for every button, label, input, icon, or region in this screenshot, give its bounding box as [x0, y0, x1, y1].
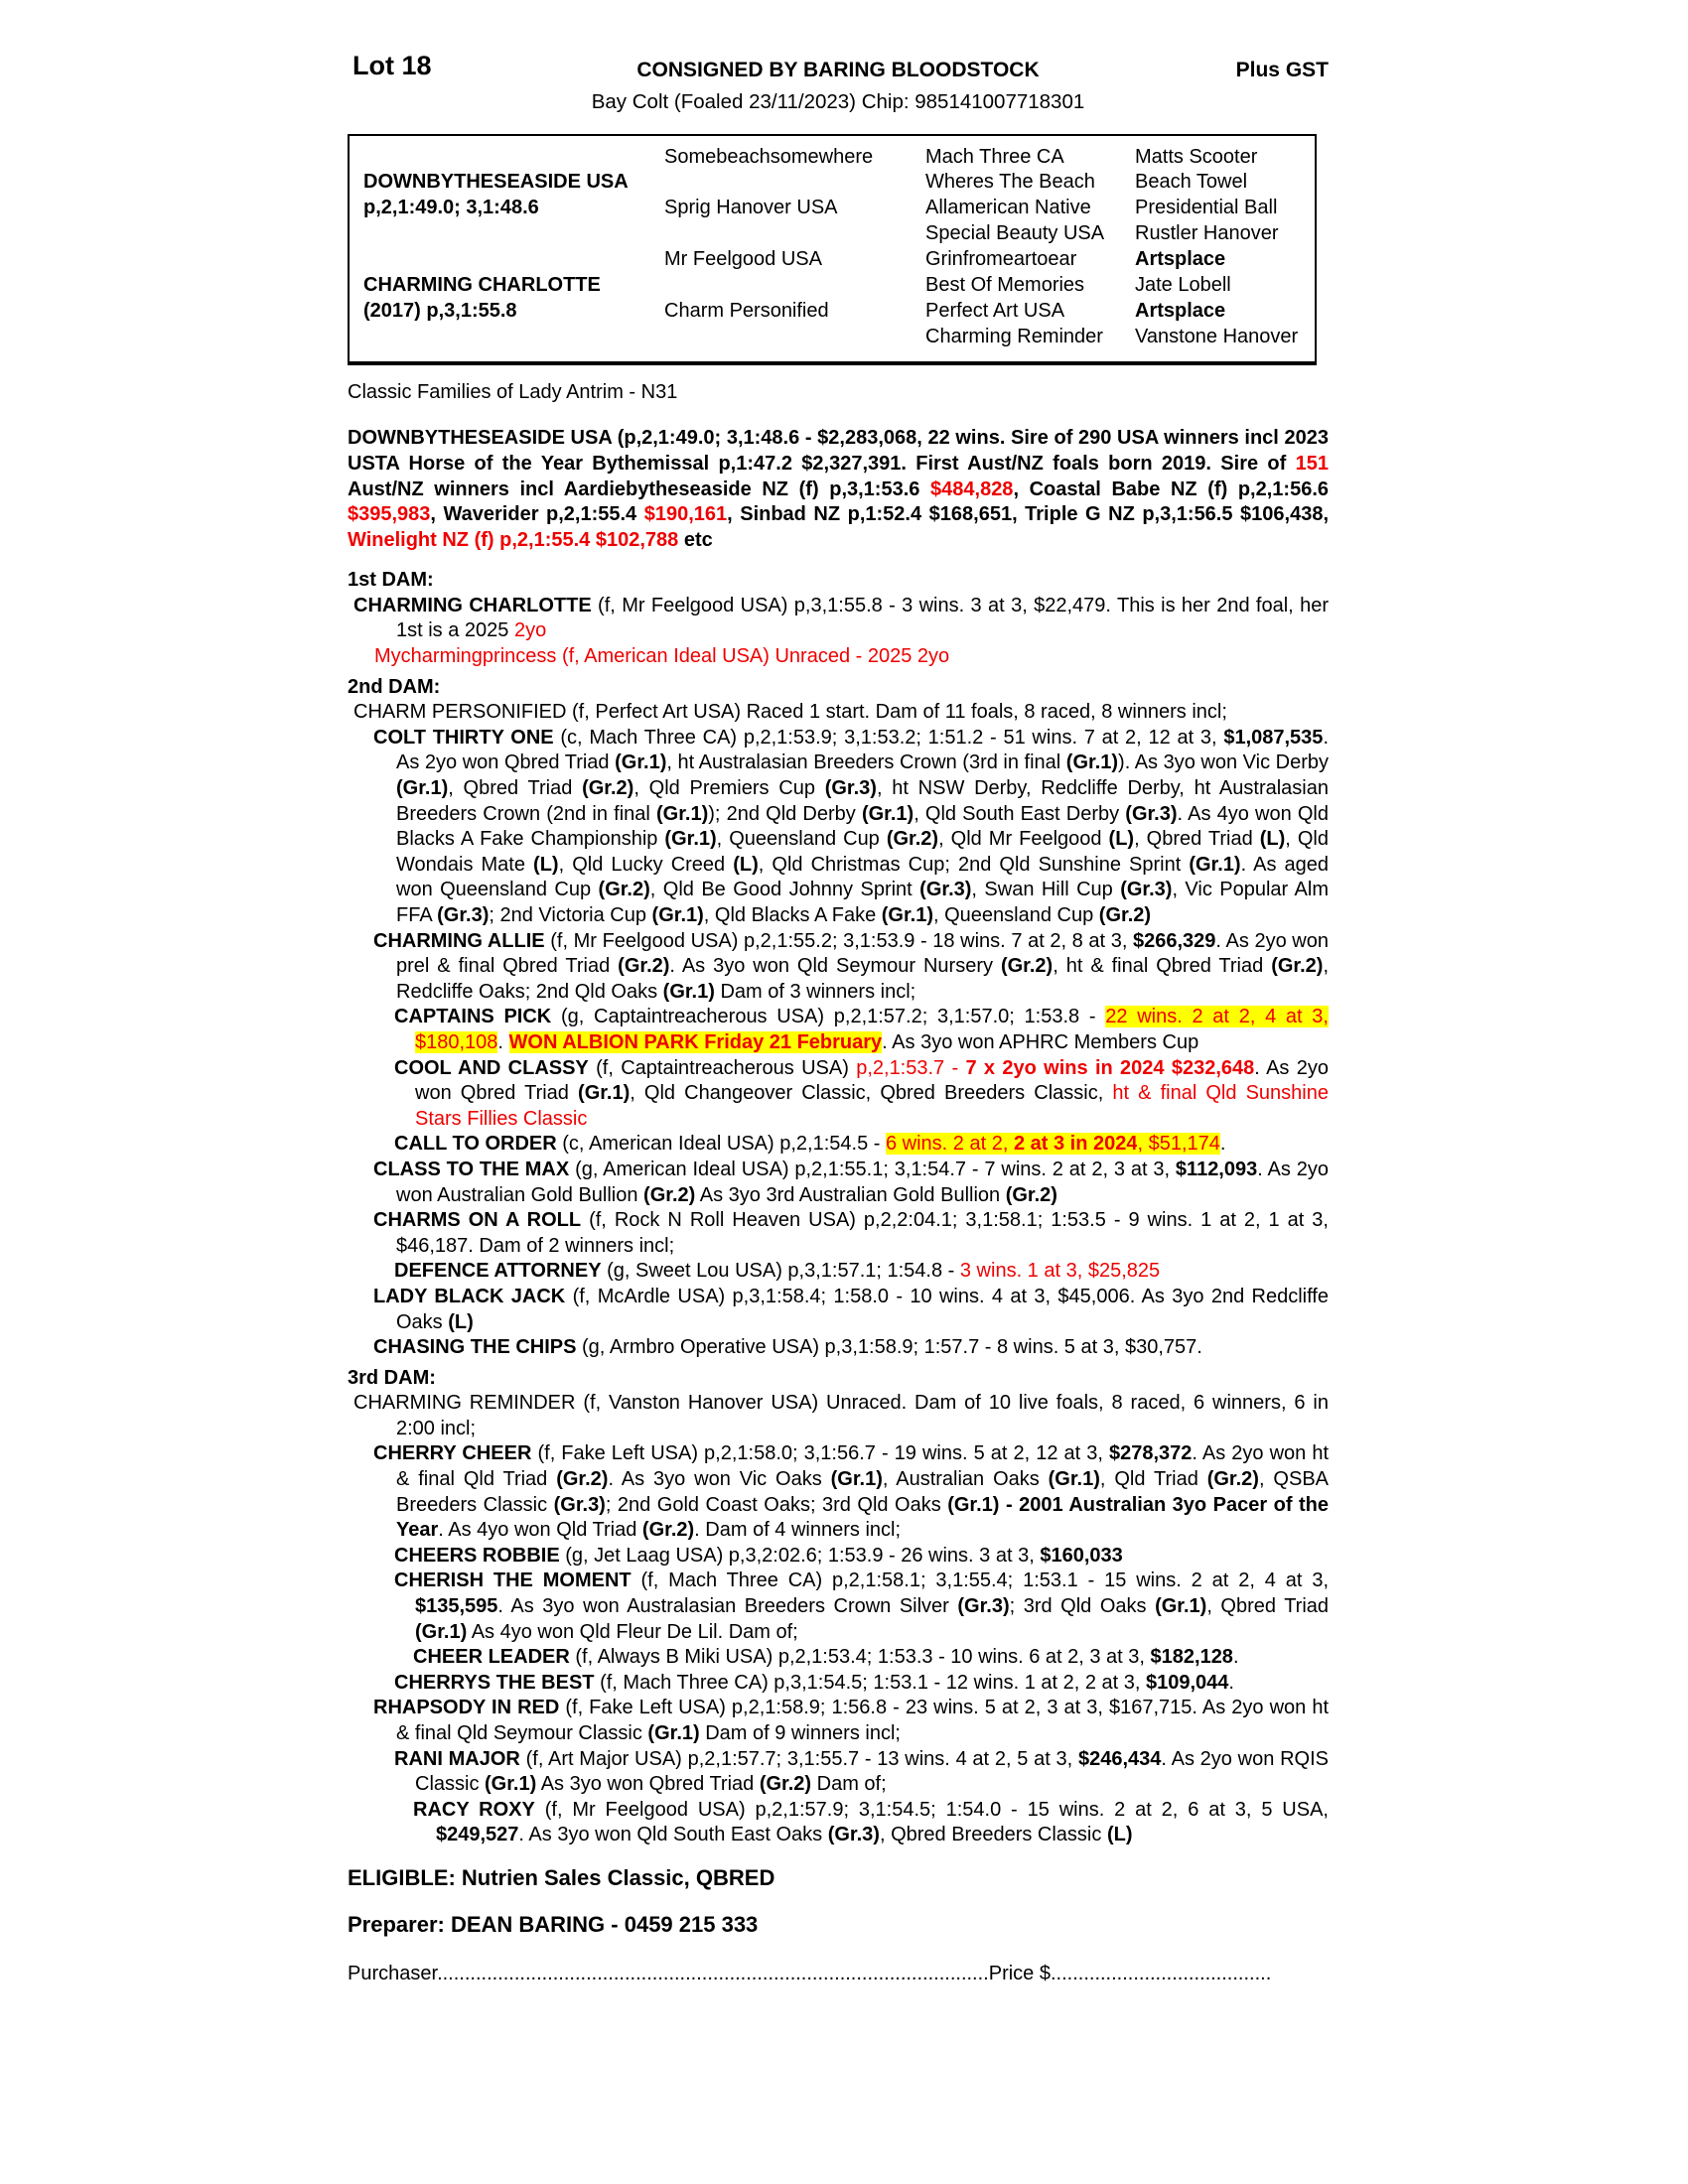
entry-cheer-leader: CHEER LEADER (f, Always B Miki USA) p,2,…: [413, 1646, 1239, 1669]
pedigree-table: Somebeachsomewhere Mach Three CA Matts S…: [348, 133, 1317, 365]
pedigree-ancestor: [664, 273, 925, 299]
pedigree-ancestor: [664, 170, 925, 196]
pedigree-cell: [363, 221, 664, 247]
pedigree-ancestor: Vanstone Hanover: [1135, 325, 1299, 347]
entry-chasing-the-chips: CHASING THE CHIPS (g, Armbro Operative U…: [373, 1336, 1202, 1359]
pedigree-ancestor: Perfect Art USA: [925, 299, 1065, 322]
pedigree-ancestor: Presidential Ball: [1135, 197, 1278, 219]
entry-cheers-robbie: CHEERS ROBBIE (g, Jet Laag USA) p,3,2:02…: [394, 1544, 1123, 1567]
entry-charms-on-a-roll: CHARMS ON A ROLL (f, Rock N Roll Heaven …: [373, 1209, 1329, 1257]
horse-description: Bay Colt (Foaled 23/11/2023) Chip: 98514…: [591, 90, 1085, 113]
pedigree-ancestor: Sprig Hanover USA: [664, 197, 838, 219]
sire-record: p,2,1:49.0; 3,1:48.6: [363, 197, 539, 219]
pedigree-ancestor: Special Beauty USA: [925, 222, 1105, 245]
sire-name: DOWNBYTHESEASIDE USA: [363, 171, 629, 194]
pedigree-ancestor: Allamerican Native: [925, 197, 1091, 219]
entry-class-to-the-max: CLASS TO THE MAX (g, American Ideal USA)…: [373, 1158, 1330, 1206]
pedigree-ancestor: Mach Three CA: [925, 145, 1064, 168]
entry-call-to-order: CALL TO ORDER (c, American Ideal USA) p,…: [394, 1133, 1226, 1156]
purchaser-fill-line: ........................................…: [437, 1963, 989, 1985]
pedigree-ancestor: Charming Reminder: [925, 325, 1103, 347]
eligibility-line: ELIGIBLE: Nutrien Sales Classic, QBRED: [348, 1864, 775, 1890]
second-dam-heading: 2nd DAM:: [348, 675, 441, 698]
third-dam-heading: 3rd DAM:: [348, 1366, 436, 1389]
gst-note: Plus GST: [1235, 59, 1329, 81]
entry-colt-thirty-one: COLT THIRTY ONE (c, Mach Three CA) p,2,1…: [373, 726, 1329, 926]
pedigree-ancestor: Artsplace: [1135, 299, 1226, 322]
dam-name: CHARMING CHARLOTTE: [363, 274, 601, 297]
purchaser-label: Purchaser: [348, 1963, 438, 1985]
pedigree-ancestor: Somebeachsomewhere: [664, 145, 874, 168]
pedigree-ancestor: Jate Lobell: [1135, 274, 1231, 297]
entry-charm-personified: CHARM PERSONIFIED (f, Perfect Art USA) R…: [353, 701, 1227, 724]
pedigree-ancestor: Artsplace: [1135, 248, 1226, 271]
page-header: Lot 18 CONSIGNED BY BARING BLOODSTOCK Pl…: [348, 51, 1329, 87]
pedigree-cell: [363, 247, 664, 273]
family-line: Classic Families of Lady Antrim - N31: [348, 380, 678, 403]
entry-rani-major: RANI MAJOR (f, Art Major USA) p,2,1:57.7…: [394, 1747, 1329, 1796]
page-content: Lot 18 CONSIGNED BY BARING BLOODSTOCK Pl…: [348, 51, 1330, 1987]
dam-record: (2017) p,3,1:55.8: [363, 299, 517, 322]
preparer-line: Preparer: DEAN BARING - 0459 215 333: [348, 1911, 759, 1937]
entry-rhapsody-in-red: RHAPSODY IN RED (f, Fake Left USA) p,2,1…: [373, 1697, 1330, 1744]
entry-racy-roxy: RACY ROXY (f, Mr Feelgood USA) p,2,1:57.…: [413, 1798, 1329, 1846]
entry-captains-pick: CAPTAINS PICK (g, Captaintreacherous USA…: [394, 1006, 1329, 1053]
pedigree-ancestor: Grinfromeartoear: [925, 248, 1077, 271]
pedigree-ancestor: Best Of Memories: [925, 274, 1085, 297]
pedigree-ancestor: Mr Feelgood USA: [664, 248, 822, 271]
entry-cherish-the-moment: CHERISH THE MOMENT (f, Mach Three CA) p,…: [394, 1570, 1330, 1643]
pedigree-ancestor: [664, 221, 925, 247]
pedigree-ancestor: [664, 325, 925, 350]
entry-charming-reminder: CHARMING REMINDER (f, Vanston Hanover US…: [353, 1392, 1329, 1439]
pedigree-ancestor: Charm Personified: [664, 299, 829, 322]
pedigree-cell: [363, 325, 664, 350]
pedigree-ancestor: Matts Scooter: [1135, 145, 1258, 168]
first-dam-heading: 1st DAM:: [348, 569, 434, 592]
sire-summary: DOWNBYTHESEASIDE USA (p,2,1:49.0; 3,1:48…: [348, 427, 1330, 551]
price-label: Price $: [988, 1963, 1051, 1985]
entry-mycharmingprincess: Mycharmingprincess (f, American Ideal US…: [374, 645, 950, 668]
consignor-title: CONSIGNED BY BARING BLOODSTOCK: [636, 59, 1040, 81]
entry-cherry-cheer: CHERRY CHEER (f, Fake Left USA) p,2,1:58…: [373, 1442, 1329, 1542]
entry-defence-attorney: DEFENCE ATTORNEY (g, Sweet Lou USA) p,3,…: [394, 1260, 1161, 1283]
lot-number: Lot 18: [352, 51, 432, 80]
entry-cherrys-the-best: CHERRYS THE BEST (f, Mach Three CA) p,3,…: [394, 1671, 1234, 1694]
entry-cool-and-classy: COOL AND CLASSY (f, Captaintreacherous U…: [394, 1056, 1329, 1130]
entry-charming-charlotte: CHARMING CHARLOTTE (f, Mr Feelgood USA) …: [353, 594, 1330, 642]
pedigree-ancestor: Rustler Hanover: [1135, 222, 1279, 245]
pedigree-ancestor: Beach Towel: [1135, 171, 1248, 194]
pedigree-cell: [363, 145, 664, 171]
purchaser-price-line: Purchaser...............................…: [348, 1962, 1297, 1987]
entry-charming-allie: CHARMING ALLIE (f, Mr Feelgood USA) p,2,…: [373, 929, 1329, 1003]
entry-lady-black-jack: LADY BLACK JACK (f, McArdle USA) p,3,1:5…: [373, 1285, 1329, 1333]
pedigree-ancestor: Wheres The Beach: [925, 171, 1095, 194]
price-fill-line: ........................................: [1050, 1963, 1272, 1985]
